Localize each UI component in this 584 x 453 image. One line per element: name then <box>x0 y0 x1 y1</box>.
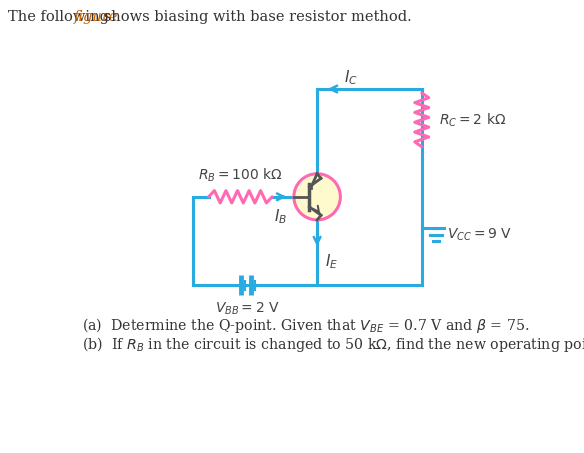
Circle shape <box>294 173 340 220</box>
Text: $R_B = 100\ \mathrm{k\Omega}$: $R_B = 100\ \mathrm{k\Omega}$ <box>198 167 283 184</box>
Text: $I_C$: $I_C$ <box>344 68 358 87</box>
Text: (b)  If $R_B$ in the circuit is changed to 50 k$\Omega$, find the new operating : (b) If $R_B$ in the circuit is changed t… <box>82 335 584 354</box>
Text: shows biasing with base resistor method.: shows biasing with base resistor method. <box>99 10 412 24</box>
Text: $I_B$: $I_B$ <box>274 207 287 226</box>
Text: (a)  Determine the Q-point. Given that $V_{BE}$ = 0.7 V and $\beta$ = 75.: (a) Determine the Q-point. Given that $V… <box>82 316 530 335</box>
Text: The following: The following <box>8 10 114 24</box>
Text: $V_{CC} = 9\ \mathrm{V}$: $V_{CC} = 9\ \mathrm{V}$ <box>447 226 512 243</box>
Text: $I_E$: $I_E$ <box>325 252 338 271</box>
Text: figure: figure <box>74 10 119 24</box>
Text: $V_{BB}= 2\ \mathrm{V}$: $V_{BB}= 2\ \mathrm{V}$ <box>215 301 280 317</box>
Text: $R_C = 2\ \mathrm{k\Omega}$: $R_C = 2\ \mathrm{k\Omega}$ <box>439 111 506 129</box>
